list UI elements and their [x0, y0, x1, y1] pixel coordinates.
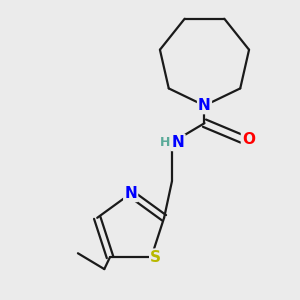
Text: N: N	[172, 135, 184, 150]
Text: O: O	[242, 131, 255, 146]
Text: S: S	[150, 250, 161, 265]
Text: N: N	[124, 186, 137, 201]
Text: N: N	[198, 98, 211, 113]
Text: H: H	[160, 136, 170, 149]
